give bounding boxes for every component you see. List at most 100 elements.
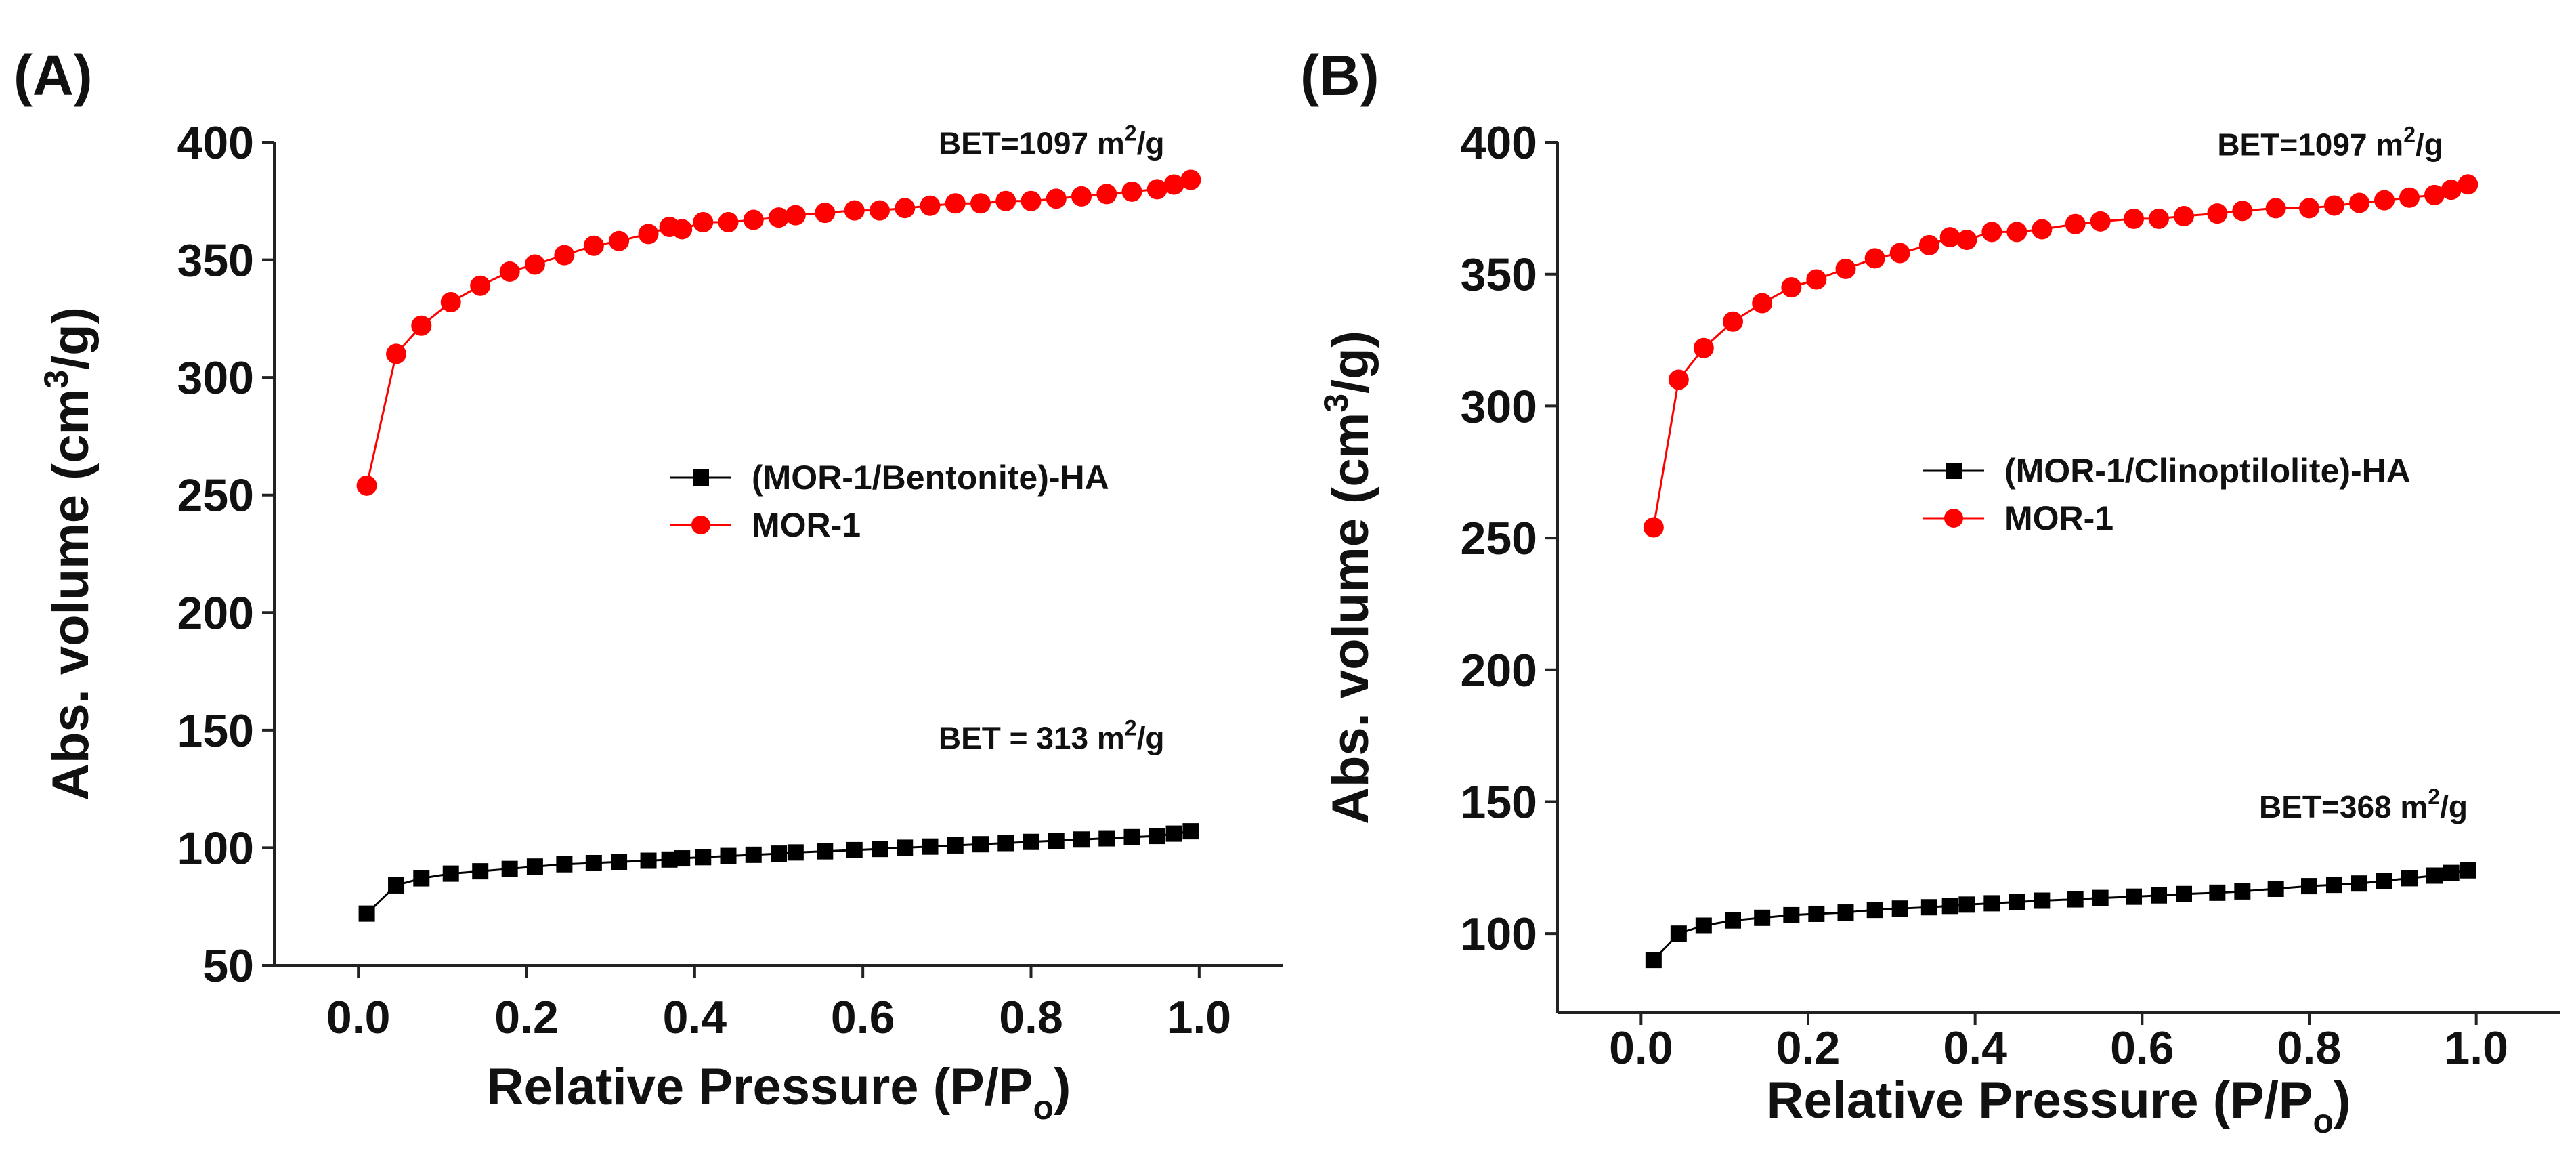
data-point xyxy=(1668,369,1689,390)
data-point xyxy=(2234,883,2251,900)
data-point xyxy=(583,235,604,256)
data-point xyxy=(411,315,432,336)
data-point xyxy=(2349,192,2369,213)
data-point xyxy=(2443,864,2460,881)
y-tick-label: 200 xyxy=(1461,645,1537,696)
data-point xyxy=(947,837,964,854)
data-point xyxy=(1918,234,1939,255)
data-point xyxy=(1073,831,1090,848)
data-point xyxy=(1163,174,1184,195)
data-point xyxy=(720,847,737,864)
data-point xyxy=(2232,201,2253,222)
data-point xyxy=(1645,952,1662,969)
data-point xyxy=(585,854,602,871)
data-point xyxy=(1864,248,1885,269)
data-point xyxy=(2324,195,2344,216)
data-point xyxy=(1835,258,1856,279)
data-point xyxy=(2126,888,2142,905)
x-tick-label: 0.6 xyxy=(831,992,895,1043)
y-tick-label: 100 xyxy=(1461,908,1537,960)
data-point xyxy=(870,200,890,221)
data-point xyxy=(1182,823,1199,840)
data-point xyxy=(995,190,1016,211)
bet-annotation: BET=368 m2/g xyxy=(2259,784,2468,824)
x-tick-label: 0.0 xyxy=(1609,1022,1673,1074)
data-point xyxy=(1725,912,1741,929)
data-point xyxy=(440,292,461,313)
data-point xyxy=(386,343,407,364)
data-point xyxy=(1071,186,1092,207)
y-tick-label: 400 xyxy=(1461,117,1537,169)
x-tick-label: 0.8 xyxy=(999,992,1063,1043)
y-axis-title: Abs. volume (cm3/g) xyxy=(37,307,100,801)
data-point xyxy=(815,203,836,224)
data-point xyxy=(2326,877,2342,894)
data-point xyxy=(693,212,714,233)
panel-label: (A) xyxy=(14,43,93,107)
data-point xyxy=(2092,889,2109,906)
data-point xyxy=(785,205,806,226)
data-point xyxy=(499,261,520,282)
y-axis-title: Abs. volume (cm3/g) xyxy=(1317,331,1379,824)
data-point xyxy=(2457,174,2478,195)
x-tick-label: 1.0 xyxy=(1167,992,1232,1043)
data-point xyxy=(2009,894,2025,910)
data-point xyxy=(2151,887,2167,904)
data-point xyxy=(358,905,375,922)
y-tick-label: 100 xyxy=(177,822,254,874)
data-point xyxy=(638,224,659,245)
data-point xyxy=(1096,184,1117,205)
series-mor-1 xyxy=(1643,174,2478,538)
data-point xyxy=(356,475,377,496)
data-point xyxy=(1754,909,1771,926)
data-point xyxy=(2067,891,2084,908)
data-point xyxy=(1956,230,1977,251)
data-point xyxy=(1920,899,1937,916)
legend-marker xyxy=(1944,509,1963,528)
legend-label: MOR-1 xyxy=(2004,499,2113,537)
data-point xyxy=(1941,898,1958,915)
data-point xyxy=(897,839,914,856)
x-tick-label: 0.2 xyxy=(494,992,559,1043)
y-tick-label: 350 xyxy=(177,235,254,287)
data-point xyxy=(922,838,939,855)
data-point xyxy=(2441,180,2462,201)
bet-annotation: BET=1097 m2/g xyxy=(939,121,1165,161)
data-point xyxy=(2399,187,2420,208)
data-point xyxy=(470,275,491,296)
data-point xyxy=(844,200,865,221)
legend-marker xyxy=(693,469,709,486)
data-point xyxy=(554,245,575,266)
data-point xyxy=(745,846,762,863)
data-point xyxy=(2374,190,2395,211)
series-mor-1 xyxy=(356,169,1201,496)
data-point xyxy=(388,877,405,894)
y-tick-label: 50 xyxy=(202,940,254,992)
data-point xyxy=(1781,277,1802,298)
legend-label: (MOR-1/Clinoptilolite)-HA xyxy=(2004,452,2411,490)
data-point xyxy=(1808,905,1825,922)
data-point xyxy=(524,254,545,275)
data-point xyxy=(945,193,966,214)
data-point xyxy=(1146,179,1167,200)
data-point xyxy=(2299,198,2319,219)
data-point xyxy=(1693,337,1714,358)
y-tick-label: 350 xyxy=(1461,249,1537,301)
data-point xyxy=(2426,867,2443,884)
data-point xyxy=(1806,269,1827,290)
data-point xyxy=(970,193,991,214)
data-point xyxy=(1123,828,1140,845)
data-point xyxy=(1981,222,2002,243)
bet-annotation: BET = 313 m2/g xyxy=(939,716,1165,756)
data-point xyxy=(2174,206,2194,227)
data-point xyxy=(972,836,989,853)
x-tick-label: 0.4 xyxy=(1943,1022,2007,1074)
data-point xyxy=(2124,208,2144,229)
data-point xyxy=(1958,896,1975,913)
data-point xyxy=(2207,203,2228,224)
data-point xyxy=(2265,198,2286,219)
data-point xyxy=(2267,880,2284,897)
data-point xyxy=(2176,885,2192,902)
data-point xyxy=(1023,833,1039,850)
